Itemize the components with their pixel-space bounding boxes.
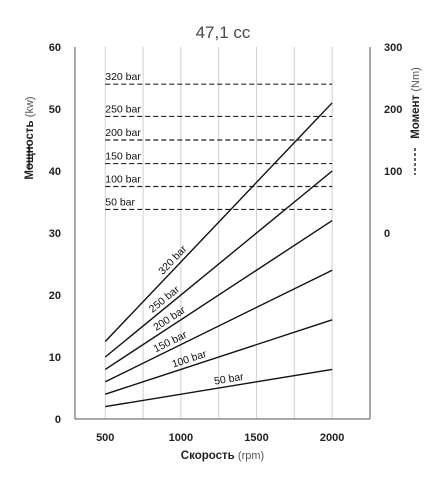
power-line-label: 320 bar bbox=[156, 243, 190, 277]
chart-title: 47,1 cc bbox=[196, 23, 251, 42]
torque-line-label: 100 bar bbox=[105, 174, 141, 186]
y-right-tick-label: 100 bbox=[384, 166, 402, 178]
y-left-tick-label: 60 bbox=[49, 42, 61, 54]
y-right-tick-label: 0 bbox=[384, 228, 390, 240]
x-tick-label: 500 bbox=[96, 432, 114, 444]
power-line-320-bar bbox=[104, 102, 333, 342]
power-line-50-bar bbox=[105, 368, 333, 408]
y-axis-left-unit: (kw) bbox=[24, 96, 36, 117]
y-left-tick-label: 10 bbox=[49, 352, 61, 364]
torque-line-label: 320 bar bbox=[105, 71, 141, 83]
y-axis-left-label: Мощность (kw) bbox=[24, 96, 36, 179]
x-tick-label: 1000 bbox=[169, 432, 193, 444]
power-line-100-bar bbox=[105, 319, 333, 395]
x-tick-label: 2000 bbox=[320, 432, 344, 444]
x-axis-unit: (rpm) bbox=[238, 450, 264, 462]
torque-line-label: 200 bar bbox=[105, 127, 141, 139]
y-left-tick-label: 40 bbox=[49, 166, 61, 178]
y-axis-right-unit: (Nm) bbox=[410, 67, 422, 91]
y-left-tick-label: 30 bbox=[49, 228, 61, 240]
axes bbox=[74, 47, 371, 420]
torque-line-label: 50 bar bbox=[105, 196, 135, 208]
y-left-tick-label: 50 bbox=[49, 104, 61, 116]
axis-labels: 500 1000 1500 2000 0 10 20 30 40 50 60 0 100 200 300 Ск… bbox=[24, 42, 422, 462]
y-right-tick-label: 200 bbox=[384, 104, 402, 116]
x-axis-label: Скорость (rpm) bbox=[181, 450, 264, 462]
y-left-tick-label: 0 bbox=[55, 414, 61, 426]
x-tick-label: 1500 bbox=[244, 432, 268, 444]
power-line-200-bar bbox=[104, 220, 333, 370]
y-left-tick-label: 20 bbox=[49, 290, 61, 302]
torque-series-group: 320 bar 250 bar 200 bar 150 bar 100 bar 50 ba… bbox=[105, 71, 333, 211]
torque-line-label: 250 bar bbox=[105, 103, 141, 115]
power-line-150-bar bbox=[104, 269, 333, 383]
y-axis-right-label: Момент (Nm) bbox=[410, 67, 422, 139]
power-line-250-bar bbox=[104, 170, 333, 358]
y-right-tick-label: 300 bbox=[384, 42, 402, 54]
power-line-label: 50 bar bbox=[213, 371, 245, 388]
torque-line-label: 150 bar bbox=[105, 151, 141, 163]
